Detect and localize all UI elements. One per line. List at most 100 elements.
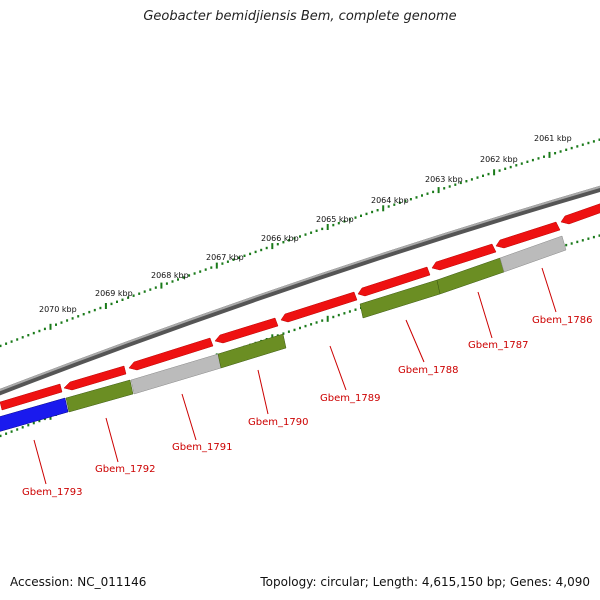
scale-tick [304,233,307,236]
scale-tick [493,169,496,176]
gene-label: Gbem_1788 [398,365,458,376]
gene-arrow[interactable] [63,365,127,391]
scale-tick [310,231,313,234]
scale-tick [354,216,357,219]
scale-tick [387,205,390,208]
gene-arrow[interactable] [357,266,431,297]
scale-tick [570,242,573,245]
scale-tick [548,151,551,158]
scale-tick [165,282,168,285]
scale-tick [482,174,484,177]
kbp-label: 2062 kbp [480,155,518,164]
gene-bar[interactable] [65,379,134,413]
scale-tick [421,194,423,197]
scale-tick [454,183,457,186]
gene-arrow[interactable] [280,291,358,323]
scale-tick [576,145,579,148]
scale-tick [193,272,196,275]
scale-tick [515,164,518,167]
scale-tick [60,321,63,324]
scale-tick [299,235,301,238]
scale-tick [543,155,545,158]
gene-arrow[interactable] [128,337,214,371]
reverse-strand [0,235,567,432]
scale-tick [337,222,340,225]
scale-tick [476,176,479,179]
gene-arrow[interactable] [560,202,600,225]
kbp-label: 2061 kbp [534,134,572,143]
scale-tick [498,169,501,172]
scale-tick [376,209,379,212]
scale-tick [171,280,174,283]
scale-tick [210,266,213,269]
gene-bar[interactable] [499,235,567,273]
scale-tick [504,167,507,170]
scale-tick [326,315,329,322]
scale-tick [21,336,24,339]
forward-strand [0,202,600,411]
scale-tick [587,141,590,145]
leader-lines [33,267,557,485]
scale-tick [581,239,584,242]
scale-tick [82,313,85,316]
scale-tick [160,282,163,289]
gene-label: Gbem_1791 [172,442,232,453]
scale-tick [348,310,351,313]
scale-tick [371,210,374,214]
gene-label: Gbem_1792 [95,464,155,475]
scale-tick [415,196,418,199]
scale-tick [93,308,96,312]
scale-tick [221,262,224,265]
scale-tick [238,256,240,259]
scale-tick [293,237,296,240]
gene-arrow[interactable] [214,317,279,344]
scale-tick [598,138,600,141]
scale-tick [265,246,268,250]
scale-tick [32,331,35,335]
scale-tick [321,319,324,322]
kbp-label: 2065 kbp [316,215,354,224]
scale-tick [260,248,263,252]
scale-tick [570,146,573,150]
scale-tick [55,323,57,326]
scale-tick [554,152,557,155]
scale-tick [437,187,440,194]
scale-tick [354,308,357,311]
scale-tick [526,160,529,163]
scale-tick [343,312,346,315]
scale-tick [587,237,590,240]
scale-tick [592,235,595,239]
gene-arrow[interactable] [495,221,561,249]
scale-tick [337,313,340,317]
scale-tick [598,234,600,237]
scale-tick [282,241,285,244]
scale-tick [459,181,462,185]
genome-backbone [0,185,600,396]
scale-tick [38,329,41,333]
scale-tick [154,286,157,289]
scale-tick [149,288,152,291]
scale-tick [10,340,13,343]
scale-tick [404,199,407,203]
scale-tick [426,192,429,195]
scale-tick [443,187,446,190]
gene-bar[interactable] [217,333,287,369]
scale-tick [470,178,473,181]
scale-tick [276,243,279,246]
scale-tick [254,250,257,254]
scale-tick [43,327,46,331]
scale-tick [565,243,568,247]
scale-tick [559,150,562,153]
genome-backbone-highlight [0,185,600,392]
accession-text: Accession: NC_011146 [10,575,147,589]
scale-tick [249,252,252,256]
gene-arrow[interactable] [431,243,497,271]
scale-tick [332,315,335,319]
gene-bar[interactable] [0,397,69,432]
gene-arrow[interactable] [0,383,63,411]
scale-tick [177,278,179,281]
scale-tick [188,274,191,277]
scale-tick [321,227,324,231]
scale-tick [16,428,19,431]
scale-tick [16,338,19,341]
